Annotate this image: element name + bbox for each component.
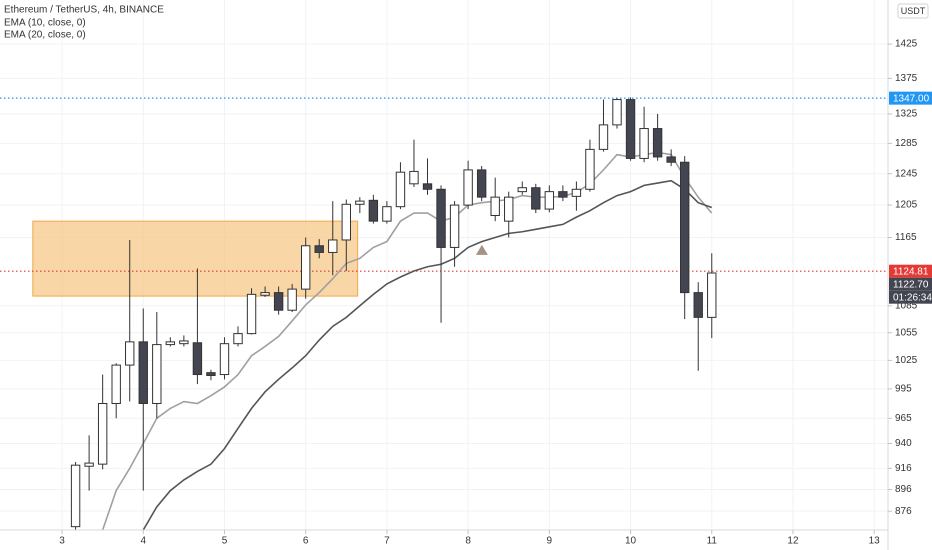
candle-body: [206, 372, 216, 376]
x-tick-label: 8: [465, 536, 471, 547]
candle-body: [680, 161, 690, 294]
x-tick-label: 6: [303, 536, 309, 547]
signal-marker: [475, 244, 488, 255]
candle-body: [490, 196, 500, 216]
legend-entry: EMA (20, close, 0): [4, 30, 86, 41]
candle-body: [612, 99, 622, 126]
price-label-box: [889, 264, 932, 278]
candle-body: [192, 342, 203, 376]
candle-body: [246, 293, 257, 335]
y-tick-label: 916: [895, 463, 912, 474]
candle-body: [666, 156, 676, 163]
plot: [0, 97, 888, 530]
legend-entry: EMA (10, close, 0): [4, 18, 86, 29]
candle-body: [463, 169, 473, 206]
candle-body: [328, 239, 338, 253]
candle-body: [219, 343, 230, 376]
candle-body: [585, 148, 595, 190]
price-label: 1122.70: [893, 279, 929, 290]
y-tick-label: 896: [895, 484, 912, 495]
x-tick-label: 5: [222, 536, 228, 547]
candle-body: [558, 191, 568, 198]
candle-body: [639, 128, 649, 159]
x-tick-label: 10: [625, 536, 637, 547]
candle-body: [273, 292, 284, 311]
candle-body: [125, 341, 135, 366]
candle-body: [97, 402, 108, 465]
y-tick-label: 1285: [895, 138, 918, 149]
candle-body: [409, 170, 419, 185]
candle-body: [341, 203, 351, 241]
candle-body: [138, 341, 148, 404]
x-tick-label: 12: [787, 536, 799, 547]
candle-body: [314, 245, 324, 253]
candle-body: [368, 199, 379, 222]
candle-body: [625, 99, 636, 159]
candle-body: [152, 344, 162, 404]
candle-body: [111, 364, 121, 404]
candle-body: [504, 196, 514, 222]
candle-body: [260, 292, 270, 296]
y-tick-label: 1425: [895, 39, 918, 50]
y-tick-label: 1325: [895, 109, 918, 120]
candle-body: [70, 464, 81, 528]
candle-body: [165, 341, 176, 346]
candle-body: [531, 187, 541, 210]
y-tick-label: 1055: [895, 327, 918, 338]
x-tick-label: 4: [140, 536, 146, 547]
price-label: 1124.81: [893, 266, 929, 277]
y-tick-label: 1245: [895, 168, 918, 179]
candle-body: [707, 272, 717, 318]
candle-body: [571, 188, 582, 197]
y-tick-label: 1165: [895, 232, 917, 243]
candle-body: [179, 340, 189, 345]
candle-body: [436, 188, 446, 248]
currency-badge[interactable]: [897, 3, 929, 19]
x-tick-label: 3: [59, 536, 65, 547]
price-label-box: [889, 91, 932, 105]
x-tick-label: 7: [384, 536, 390, 547]
y-tick-label: 940: [895, 438, 912, 449]
y-tick-label: 876: [895, 506, 912, 517]
candle-body: [300, 245, 311, 290]
x-tick-label: 13: [869, 536, 881, 547]
candle-body: [84, 462, 94, 467]
candle-body: [355, 200, 365, 205]
y-tick-label: 1205: [895, 200, 918, 211]
y-tick-label: 1375: [895, 73, 918, 84]
candle-body: [382, 206, 392, 222]
candle-body: [449, 204, 460, 248]
y-tick-label: 995: [895, 384, 912, 395]
candle-body: [544, 191, 555, 210]
y-tick-label: 1085: [895, 300, 918, 311]
candle-body: [422, 183, 433, 190]
price-label-box: [889, 290, 932, 304]
y-tick-label: 965: [895, 413, 912, 424]
ema-line: [142, 179, 713, 530]
axes: 8768969169409659951025105510851165120512…: [59, 39, 932, 547]
candle-body: [287, 288, 297, 311]
x-tick-label: 11: [707, 536, 718, 547]
currency-label: USDT: [901, 6, 926, 16]
price-label: 1347.00: [893, 93, 930, 104]
candle-body: [598, 124, 609, 150]
price-label-box: [889, 277, 932, 291]
candle-body: [476, 169, 487, 198]
candle-body: [693, 292, 703, 318]
x-tick-label: 9: [547, 536, 553, 547]
price-label: 01:26:34: [893, 292, 932, 303]
y-tick-label: 1025: [895, 355, 918, 366]
chart-title: Ethereum / TetherUS, 4h, BINANCE: [4, 5, 164, 16]
candle-body: [233, 333, 243, 345]
ema-line: [101, 151, 713, 530]
candle-body: [652, 128, 663, 158]
candle-body: [395, 171, 406, 208]
candle-body: [517, 187, 527, 193]
